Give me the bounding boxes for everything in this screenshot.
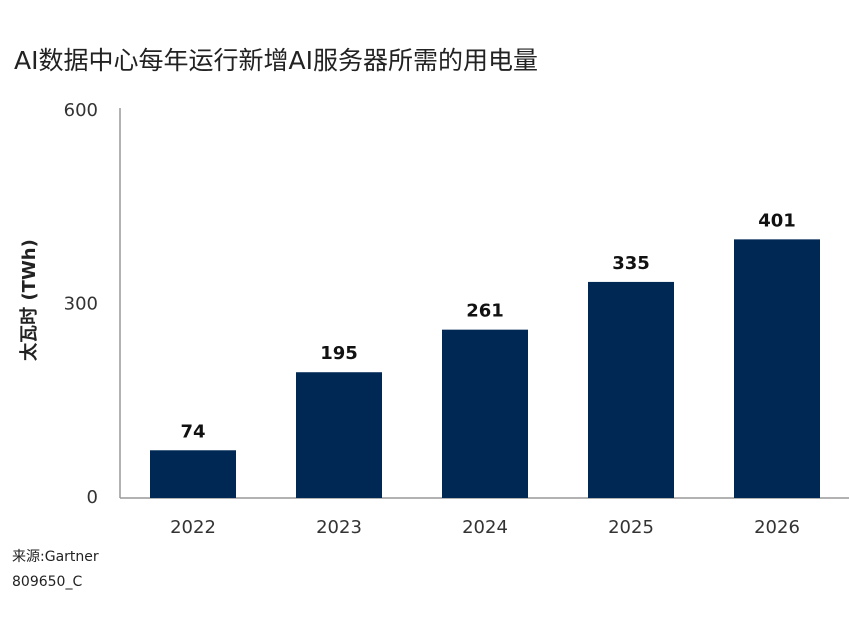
x-tick-label: 2023 — [316, 517, 362, 538]
value-label: 74 — [180, 421, 205, 442]
bar — [150, 450, 236, 498]
code: 809650_C — [12, 574, 82, 590]
y-tick-label: 300 — [64, 294, 98, 315]
x-tick-label: 2022 — [170, 517, 216, 538]
chart-title: AI数据中心每年运行新增AI服务器所需的用电量 — [14, 46, 538, 75]
value-label: 335 — [612, 253, 650, 274]
source: 来源:Gartner — [12, 549, 99, 565]
bar — [442, 329, 528, 498]
x-tick-label: 2026 — [754, 517, 800, 538]
y-axis-label: 太瓦时 (TWh) — [18, 239, 40, 361]
value-label: 195 — [320, 343, 358, 364]
x-tick-label: 2024 — [462, 517, 508, 538]
bar — [588, 281, 674, 498]
x-tick-label: 2025 — [608, 517, 654, 538]
value-label: 261 — [466, 301, 504, 322]
bar — [734, 239, 820, 499]
y-tick-label: 600 — [64, 100, 98, 121]
y-tick-label: 0 — [87, 487, 98, 508]
value-label: 401 — [758, 210, 796, 231]
bar — [296, 372, 382, 498]
